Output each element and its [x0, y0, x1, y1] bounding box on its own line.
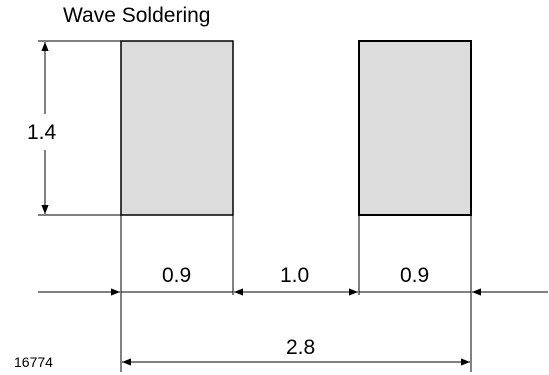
- left-pad-width-label: 0.9: [161, 264, 193, 288]
- left-pad: [120, 40, 234, 216]
- pad-height-label: 1.4: [26, 121, 58, 145]
- drawing-title: Wave Soldering: [63, 4, 211, 27]
- figure-id: 16774: [14, 354, 53, 370]
- total-width-label: 2.8: [285, 336, 317, 360]
- right-pad-width-label: 0.9: [399, 264, 431, 288]
- right-pad: [358, 40, 472, 216]
- gap-width-label: 1.0: [279, 264, 311, 288]
